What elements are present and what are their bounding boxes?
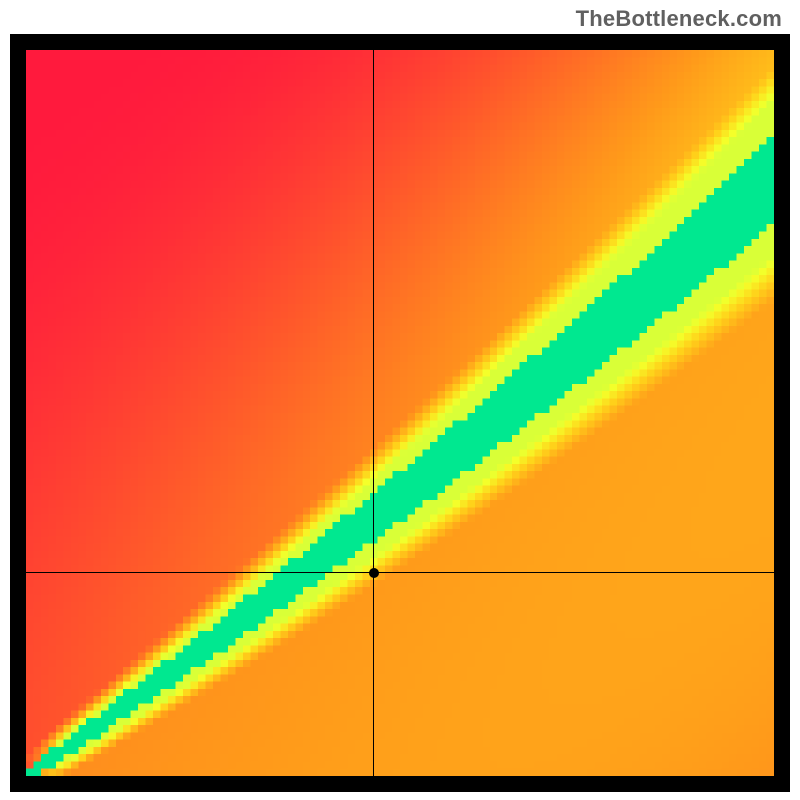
crosshair-vertical-line (373, 50, 374, 776)
watermark-text: TheBottleneck.com (576, 6, 782, 32)
heatmap-canvas (26, 50, 774, 776)
selection-marker-dot (369, 568, 379, 578)
chart-container: TheBottleneck.com (0, 0, 800, 800)
crosshair-horizontal-line (26, 572, 774, 573)
